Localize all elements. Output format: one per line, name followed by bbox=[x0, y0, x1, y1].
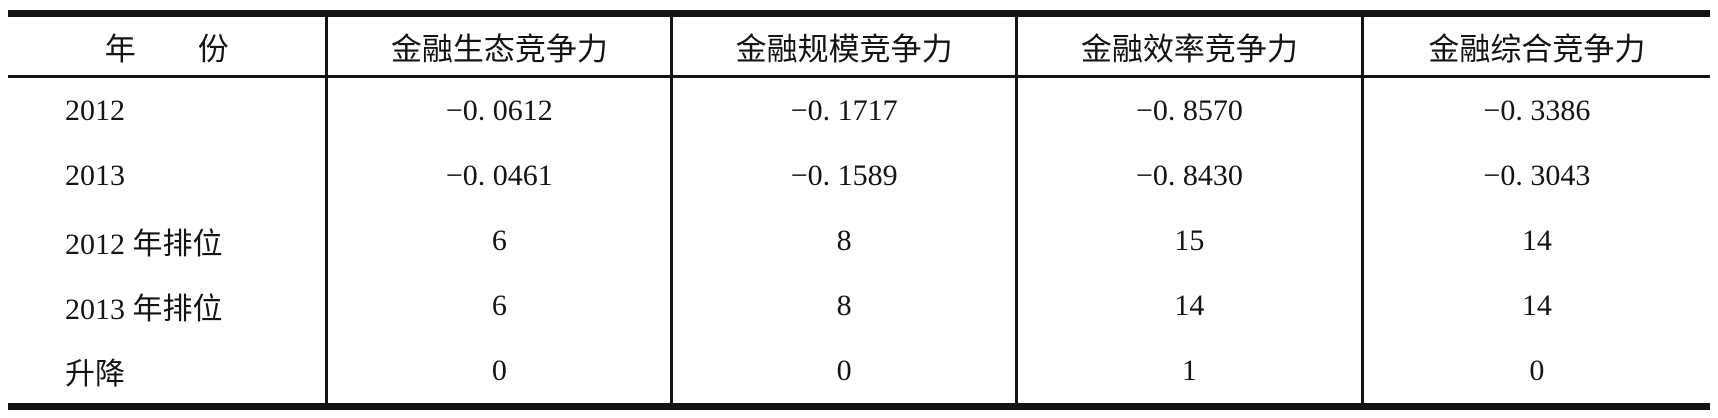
row-label: 升降 bbox=[65, 357, 125, 391]
data-cell: 8 bbox=[670, 208, 1017, 273]
data-cell: −0. 1717 bbox=[670, 76, 1017, 143]
data-cell: −0. 8430 bbox=[1015, 143, 1363, 208]
data-cell: −0. 3386 bbox=[1360, 76, 1710, 143]
data-cell: −0. 8570 bbox=[1015, 76, 1363, 143]
table-row-2013: 2013 −0. 0461 −0. 1589 −0. 8430 −0. 3043 bbox=[8, 143, 1710, 208]
column-header-ecology-competitiveness: 金融生态竞争力 bbox=[325, 13, 672, 78]
column-header-year: 年 份 bbox=[8, 13, 327, 78]
table-row-change: 升降 0 0 1 0 bbox=[8, 338, 1710, 407]
column-header-efficiency-competitiveness: 金融效率竞争力 bbox=[1015, 13, 1363, 78]
data-cell: 14 bbox=[1360, 273, 1710, 338]
row-label: 2012 年排位 bbox=[65, 227, 223, 261]
data-cell: 0 bbox=[325, 338, 672, 407]
row-label: 2013 bbox=[65, 158, 125, 192]
row-label: 2013 年排位 bbox=[65, 292, 223, 326]
data-cell: −0. 3043 bbox=[1360, 143, 1710, 208]
data-cell: −0. 1589 bbox=[670, 143, 1017, 208]
data-cell: −0. 0612 bbox=[325, 76, 672, 143]
table-row-2013-rank: 2013 年排位 6 8 14 14 bbox=[8, 273, 1710, 338]
data-cell: 0 bbox=[670, 338, 1017, 407]
table-row-2012: 2012 −0. 0612 −0. 1717 −0. 8570 −0. 3386 bbox=[8, 76, 1710, 143]
data-cell: 14 bbox=[1015, 273, 1363, 338]
data-cell: 8 bbox=[670, 273, 1017, 338]
header-row: 年 份 金融生态竞争力 金融规模竞争力 金融效率竞争力 金融综合竞争力 bbox=[8, 13, 1710, 78]
competitiveness-table: 年 份 金融生态竞争力 金融规模竞争力 金融效率竞争力 金融综合竞争力 2012… bbox=[8, 10, 1710, 410]
data-cell: 15 bbox=[1015, 208, 1363, 273]
data-cell: 14 bbox=[1360, 208, 1710, 273]
data-cell: 1 bbox=[1015, 338, 1363, 407]
table-row-2012-rank: 2012 年排位 6 8 15 14 bbox=[8, 208, 1710, 273]
column-header-scale-competitiveness: 金融规模竞争力 bbox=[670, 13, 1017, 78]
data-cell: 6 bbox=[325, 208, 672, 273]
data-cell: 0 bbox=[1360, 338, 1710, 407]
column-header-comprehensive-competitiveness: 金融综合竞争力 bbox=[1360, 13, 1710, 78]
row-label: 2012 bbox=[65, 93, 125, 127]
data-cell: 6 bbox=[325, 273, 672, 338]
data-cell: −0. 0461 bbox=[325, 143, 672, 208]
